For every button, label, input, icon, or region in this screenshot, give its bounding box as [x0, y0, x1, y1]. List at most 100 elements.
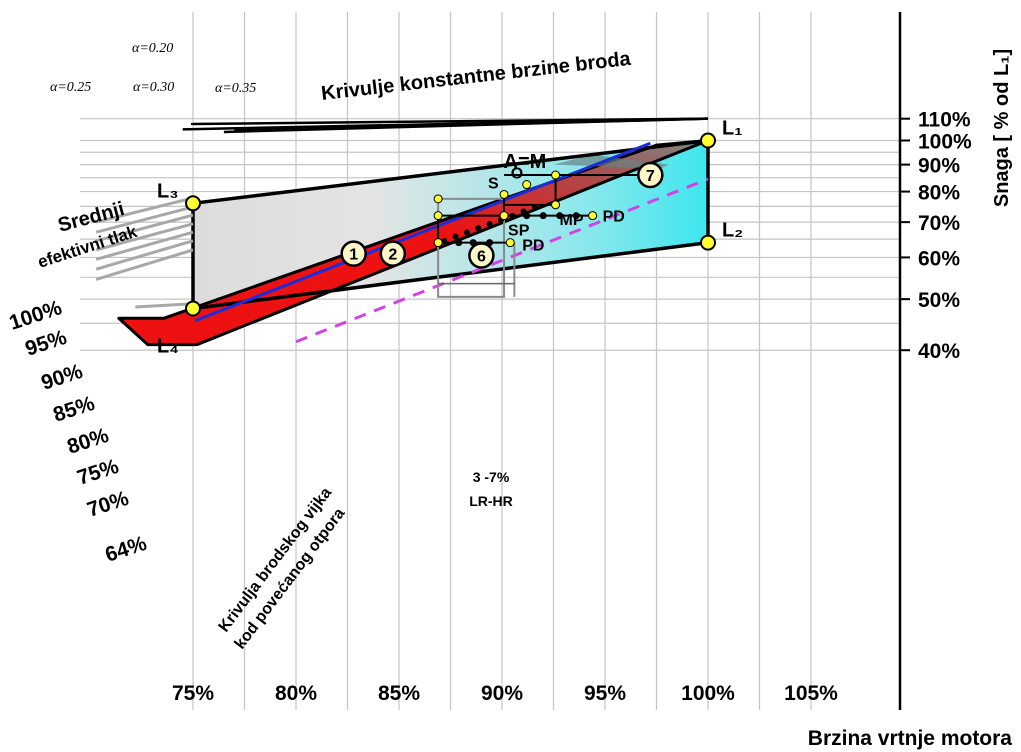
point-label: PD	[522, 238, 544, 255]
circled-label: 2	[388, 247, 397, 264]
y-tick-label: 90%	[918, 155, 960, 178]
dot	[486, 221, 493, 228]
corner-marker	[185, 195, 201, 212]
x-axis-title: Brzina vrtnje motora	[808, 727, 1013, 750]
dot	[475, 225, 482, 232]
point-label: S	[488, 175, 499, 192]
y-tick-label: 70%	[918, 212, 960, 235]
alpha-label: α=0.30	[133, 80, 174, 95]
mep-guide-line	[95, 196, 194, 224]
corner-labels: L₁ L₂ L₃ L₄	[157, 118, 743, 358]
dot	[539, 212, 547, 220]
x-tick-label: 105%	[784, 682, 838, 705]
point-marker	[505, 238, 515, 248]
mep-label: 80%	[64, 424, 111, 459]
circled-label-bg	[340, 240, 367, 267]
circled-label-bg	[379, 240, 407, 267]
circled-label: 7	[646, 168, 655, 185]
y-tick-label: 50%	[918, 289, 960, 312]
corner-label: L₃	[157, 180, 178, 202]
mep-label: 64%	[102, 532, 149, 567]
circled-label-bg	[468, 242, 495, 269]
alpha-label: α=0.35	[215, 81, 256, 96]
mep-guide-line	[95, 239, 194, 271]
y-tick-label: 40%	[918, 340, 960, 363]
mep-labels: 100% 95% 90% 85% 80% 75% 70% 64%	[6, 296, 149, 567]
x-tick-label: 75%	[172, 682, 214, 705]
dot	[556, 212, 564, 220]
mep-guide-line	[135, 302, 194, 309]
point-label: MP	[560, 212, 584, 229]
point-marker	[551, 170, 561, 180]
alpha-label: α=0.25	[50, 80, 91, 95]
speed-curve	[223, 117, 709, 134]
mep-label: 75%	[74, 455, 121, 490]
y-tick-labels: 40% 50% 60% 70% 80% 90%100%110%	[918, 109, 972, 364]
y-axis-title: Snaga [ % od L₁]	[991, 49, 1013, 207]
point-markers	[185, 132, 716, 317]
range-label-line1: 3 -7%	[473, 469, 510, 485]
x-tick-label: 85%	[378, 682, 420, 705]
point-label: O	[511, 166, 523, 183]
point-marker	[433, 238, 443, 248]
point-marker	[551, 200, 561, 210]
corner-label: L₁	[722, 118, 743, 140]
dot	[531, 204, 538, 211]
point-marker	[433, 211, 443, 221]
layout-areas	[117, 139, 710, 347]
y-tick-label: 60%	[918, 247, 960, 270]
range-label-line2: LR-HR	[469, 493, 513, 509]
point-label: A=M	[504, 151, 547, 173]
corner-label: L₄	[157, 335, 179, 357]
x-tick-label: 100%	[681, 682, 735, 705]
mep-guide-line	[95, 222, 194, 252]
corner-marker	[700, 132, 716, 149]
dot	[452, 233, 459, 240]
mep-label: 70%	[84, 487, 131, 522]
propeller-curve-label-line1: Krivulja brodskog vijka	[216, 484, 336, 635]
mep-label: 95%	[22, 326, 69, 361]
dot	[441, 237, 448, 244]
heavy-propeller-curve	[295, 177, 709, 344]
point-marker	[499, 189, 509, 199]
mep-guide-line	[95, 213, 194, 243]
circled-label: 1	[349, 247, 358, 264]
corner-marker	[700, 234, 716, 251]
x-tick-label: 90%	[481, 682, 523, 705]
point-marker	[433, 194, 443, 204]
x-tick-labels: 75% 80% 85% 90% 95% 100% 105%	[172, 682, 838, 705]
point-marker	[588, 211, 598, 221]
band-shade	[553, 154, 669, 169]
y-tick-label: 80%	[918, 182, 960, 205]
x-tick-label: 80%	[275, 682, 317, 705]
mep-guide-line	[95, 248, 194, 281]
point-label: PD	[603, 209, 625, 226]
mep-guide-line	[95, 205, 194, 234]
dot	[463, 229, 470, 236]
y-tick-label: 100%	[918, 131, 972, 154]
dot	[455, 239, 463, 247]
mep-label: 90%	[38, 360, 85, 395]
dot	[520, 208, 527, 215]
point-label: SP	[508, 223, 530, 240]
corner-label: L₂	[722, 220, 743, 242]
alpha-label: α=0.20	[132, 41, 173, 56]
x-tick-label: 95%	[584, 682, 626, 705]
circled-label: 6	[477, 249, 486, 266]
mep-label: 85%	[50, 392, 97, 427]
circled-labels: 1 2 6 7	[340, 161, 664, 269]
gray-box	[437, 197, 506, 298]
circled-label-bg	[637, 161, 664, 189]
speed-curves-title: Krivulje konstantne brzine broda	[320, 48, 633, 105]
point-marker	[499, 211, 509, 221]
mep-guide-line	[95, 230, 194, 261]
corner-marker	[185, 300, 201, 317]
propeller-curve	[194, 141, 651, 323]
dot	[572, 212, 580, 220]
dot	[509, 212, 516, 219]
point-marker	[522, 180, 532, 190]
grid-lines	[80, 12, 910, 710]
y-tick-label: 110%	[918, 109, 971, 132]
